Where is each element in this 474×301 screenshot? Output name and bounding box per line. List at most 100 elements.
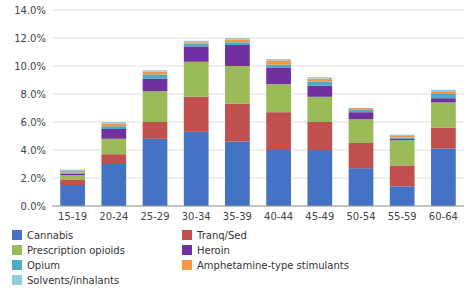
- bar-segment: [307, 122, 332, 150]
- bars: [60, 38, 456, 206]
- chart: 0.0%2.0%4.0%6.0%8.0%10.0%12.0%14.0%15-19…: [0, 0, 474, 301]
- bar-segment: [349, 119, 374, 143]
- bar-segment: [266, 60, 291, 64]
- bar-segment: [184, 44, 209, 47]
- bar-segment: [60, 170, 85, 171]
- legend-label: Prescription opioids: [27, 245, 125, 256]
- bar-segment: [307, 97, 332, 122]
- grid-line: [52, 206, 464, 207]
- bar-segment: [390, 139, 415, 140]
- x-tick-label: 50-54: [346, 211, 375, 222]
- bar-segment: [101, 122, 126, 123]
- x-tick-label: 60-64: [429, 211, 458, 222]
- y-tick-label: 10.0%: [14, 61, 46, 72]
- bar-segment: [184, 132, 209, 206]
- bar-segment: [431, 94, 456, 98]
- bar-segment: [225, 45, 250, 66]
- legend-swatch: [12, 275, 22, 285]
- bar-segment: [390, 186, 415, 206]
- x-tick-label: 30-34: [182, 211, 211, 222]
- x-tick-label: 45-49: [305, 211, 334, 222]
- legend-label: Amphetamine-type stimulants: [197, 260, 349, 271]
- bar-segment: [184, 62, 209, 97]
- bar-segment: [60, 171, 85, 172]
- bar-segment: [266, 112, 291, 150]
- bar-segment: [349, 108, 374, 109]
- y-tick-label: 12.0%: [14, 33, 46, 44]
- grid-line: [52, 38, 464, 39]
- y-tick-label: 0.0%: [21, 201, 46, 212]
- bar-segment: [307, 81, 332, 85]
- bar-segment: [349, 112, 374, 119]
- bar-segment: [225, 66, 250, 104]
- legend-label: Solvents/inhalants: [27, 275, 119, 286]
- bar-segment: [143, 139, 168, 206]
- legend-swatch: [182, 260, 192, 270]
- bar-segment: [390, 136, 415, 137]
- bar-segment: [60, 179, 85, 185]
- x-tick-label: 15-19: [58, 211, 87, 222]
- y-tick-label: 14.0%: [14, 5, 46, 16]
- bar-segment: [225, 104, 250, 142]
- bar-segment: [143, 74, 168, 78]
- bar-segment: [390, 137, 415, 138]
- grid-line: [52, 122, 464, 123]
- bar-segment: [266, 59, 291, 60]
- x-tick-label: 35-39: [223, 211, 252, 222]
- y-tick-label: 4.0%: [21, 145, 46, 156]
- bar-segment: [266, 67, 291, 84]
- bar-segment: [101, 164, 126, 206]
- legend-label: Opium: [27, 260, 60, 271]
- grid-line: [52, 94, 464, 95]
- x-tick-label: 25-29: [140, 211, 169, 222]
- x-tick-label: 40-44: [264, 211, 293, 222]
- legend-swatch: [12, 245, 22, 255]
- bar-segment: [225, 38, 250, 39]
- grid-line: [52, 10, 464, 11]
- bar-segment: [143, 91, 168, 122]
- bar-segment: [266, 150, 291, 206]
- grid-line: [52, 66, 464, 67]
- legend-swatch: [182, 245, 192, 255]
- bar-segment: [349, 109, 374, 112]
- bar-segment: [431, 91, 456, 94]
- y-tick-label: 8.0%: [21, 89, 46, 100]
- legend-label: Heroin: [197, 245, 230, 256]
- bar-segment: [143, 72, 168, 75]
- bar-segment: [431, 102, 456, 127]
- bar-segment: [390, 140, 415, 165]
- x-axis-line: [52, 206, 464, 207]
- bar-segment: [307, 79, 332, 82]
- bar-segment: [307, 86, 332, 97]
- bar-segment: [184, 41, 209, 42]
- bar-segment: [349, 108, 374, 109]
- bar-segment: [307, 150, 332, 206]
- bar-segment: [184, 46, 209, 61]
- bar-segment: [60, 174, 85, 175]
- x-tick-label: 20-24: [99, 211, 128, 222]
- bar-segment: [60, 172, 85, 173]
- legend-label: Cannabis: [27, 230, 73, 241]
- bar-segment: [349, 143, 374, 168]
- grid: [52, 10, 464, 206]
- legend-swatch: [182, 230, 192, 240]
- x-tick-label: 55-59: [388, 211, 417, 222]
- bar-segment: [349, 168, 374, 206]
- bar-segment: [266, 65, 291, 68]
- bar-segment: [143, 79, 168, 92]
- bar-segment: [266, 84, 291, 112]
- bar-segment: [390, 135, 415, 136]
- bar-segment: [225, 39, 250, 42]
- bar-segment: [431, 128, 456, 149]
- bar-segment: [431, 90, 456, 91]
- legend-swatch: [12, 260, 22, 270]
- bar-segment: [225, 42, 250, 45]
- bar-segment: [143, 70, 168, 71]
- bar-segment: [60, 185, 85, 206]
- bar-segment: [101, 129, 126, 139]
- legend: Cannabis Tranq/Sed Prescription opioids Her…: [12, 230, 349, 286]
- legend-label: Tranq/Sed: [196, 230, 247, 241]
- bar-segment: [184, 97, 209, 132]
- bar-segment: [101, 126, 126, 129]
- bar-segment: [101, 139, 126, 154]
